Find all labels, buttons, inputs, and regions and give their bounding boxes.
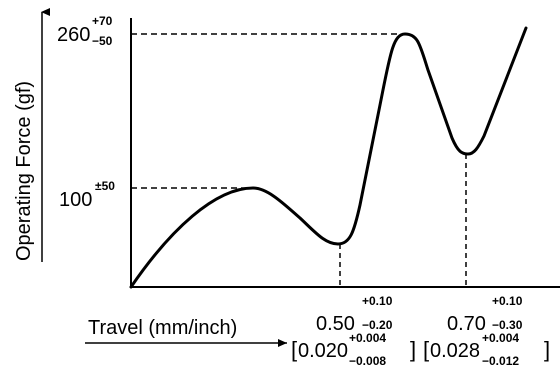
- y-tick-label-100: 100: [59, 189, 92, 211]
- x-tick-bracket-close-070: ]: [544, 337, 550, 362]
- x-tick-label-070: 0.70: [447, 313, 486, 335]
- x-tick-bracket-open-050: [: [291, 337, 297, 362]
- x-tick-tol-upper-050: +0.10: [362, 294, 393, 308]
- x-tick-tol-upper-070: +0.10: [492, 294, 523, 308]
- y-tick-tol-upper-260: +70: [92, 14, 113, 28]
- x-tick-bracket-open-070: [: [423, 337, 429, 362]
- x-tick-bracket-close-050: ]: [410, 337, 416, 362]
- series-line-force-curve: [129, 26, 528, 289]
- x-tick-label-050: 0.50: [316, 313, 355, 335]
- x-tick-label-inch-050: 0.020: [298, 340, 348, 362]
- y-tick-label-260: 260: [57, 24, 90, 46]
- x-tick-inch-tol-lower-050: −0.008: [349, 354, 386, 368]
- x-tick-inch-tol-upper-070: +0.004: [482, 331, 519, 345]
- x-tick-label-inch-070: 0.028: [430, 340, 480, 362]
- x-tick-inch-tol-lower-070: −0.012: [482, 354, 519, 368]
- x-tick-tol-lower-070: −0.30: [492, 318, 523, 332]
- y-tick-tol-upper-100: ±50: [95, 179, 115, 193]
- x-tick-tol-lower-050: −0.20: [362, 318, 393, 332]
- x-axis-label: Travel (mm/inch): [88, 317, 237, 339]
- x-tick-inch-tol-upper-050: +0.004: [349, 331, 386, 345]
- y-tick-tol-lower-260: −50: [92, 34, 113, 48]
- y-axis-label: Operating Force (gf): [13, 81, 35, 261]
